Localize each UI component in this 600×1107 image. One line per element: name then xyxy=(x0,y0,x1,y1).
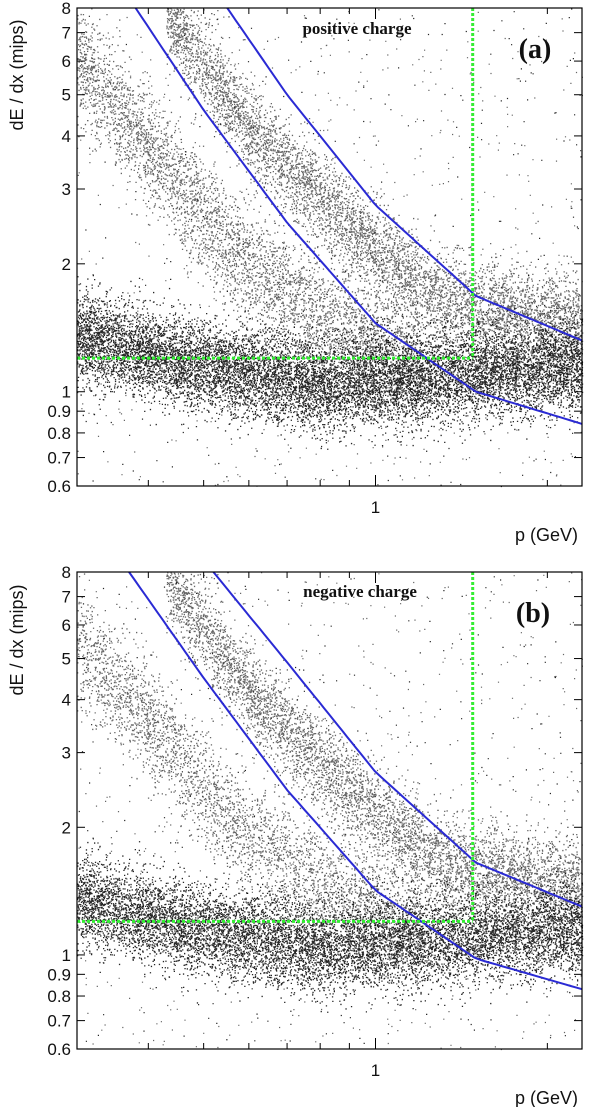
y-tick-label: 8 xyxy=(62,0,71,18)
scatter-band-1 xyxy=(77,572,583,1051)
y-tick-label: 7 xyxy=(62,24,71,43)
y-tick-label: 3 xyxy=(62,744,71,763)
y-tick-label: 0.9 xyxy=(47,402,71,421)
y-tick-label: 0.7 xyxy=(47,1012,71,1031)
y-tick-label: 1 xyxy=(62,383,71,402)
cut-lines xyxy=(77,572,475,923)
y-tick-label: 0.9 xyxy=(47,965,71,984)
y-tick-label: 4 xyxy=(62,127,71,146)
y-tick-label: 7 xyxy=(62,588,71,607)
scatter-band-0 xyxy=(77,8,584,488)
cut-lines xyxy=(77,8,475,360)
scatter-band-2 xyxy=(77,8,584,487)
y-tick-label: 0.7 xyxy=(47,449,71,468)
y-tick-label: 0.6 xyxy=(47,477,71,496)
y-tick-label: 6 xyxy=(62,616,71,635)
annotation-text: positive charge xyxy=(302,19,412,38)
panel-label: (a) xyxy=(519,34,552,65)
annotation-text: negative charge xyxy=(303,582,417,601)
x-tick-label: 1 xyxy=(371,498,380,517)
y-tick-label: 5 xyxy=(62,650,71,669)
model-curves xyxy=(134,7,583,425)
y-tick-label: 2 xyxy=(62,818,71,837)
y-tick-label: 0.8 xyxy=(47,987,71,1006)
scatter-band-0 xyxy=(77,572,584,1044)
curve-1 xyxy=(226,7,583,342)
y-tick-label: 6 xyxy=(62,52,71,71)
plot-frame xyxy=(76,571,583,1050)
curve-0 xyxy=(128,571,583,991)
scatter-points xyxy=(77,8,584,488)
scatter-points xyxy=(77,572,584,1051)
y-tick-label: 0.6 xyxy=(47,1040,71,1059)
y-axis-label: dE / dx (mips) xyxy=(7,584,27,695)
curve-0 xyxy=(134,7,583,425)
y-axis-label: dE / dx (mips) xyxy=(7,19,27,130)
curve-1 xyxy=(212,571,583,908)
y-tick-label: 4 xyxy=(62,691,71,710)
x-axis-label: p (GeV) xyxy=(515,525,578,545)
y-tick-label: 5 xyxy=(62,86,71,105)
y-tick-label: 0.8 xyxy=(47,424,71,443)
y-tick-label: 1 xyxy=(62,946,71,965)
plot-frame xyxy=(76,7,583,487)
x-axis-label: p (GeV) xyxy=(515,1088,578,1107)
y-tick-label: 2 xyxy=(62,255,71,274)
model-curves xyxy=(128,571,583,991)
x-tick-label: 1 xyxy=(371,1061,380,1080)
y-tick-label: 3 xyxy=(62,180,71,199)
panel-label: (b) xyxy=(516,598,550,629)
y-tick-label: 8 xyxy=(62,563,71,582)
